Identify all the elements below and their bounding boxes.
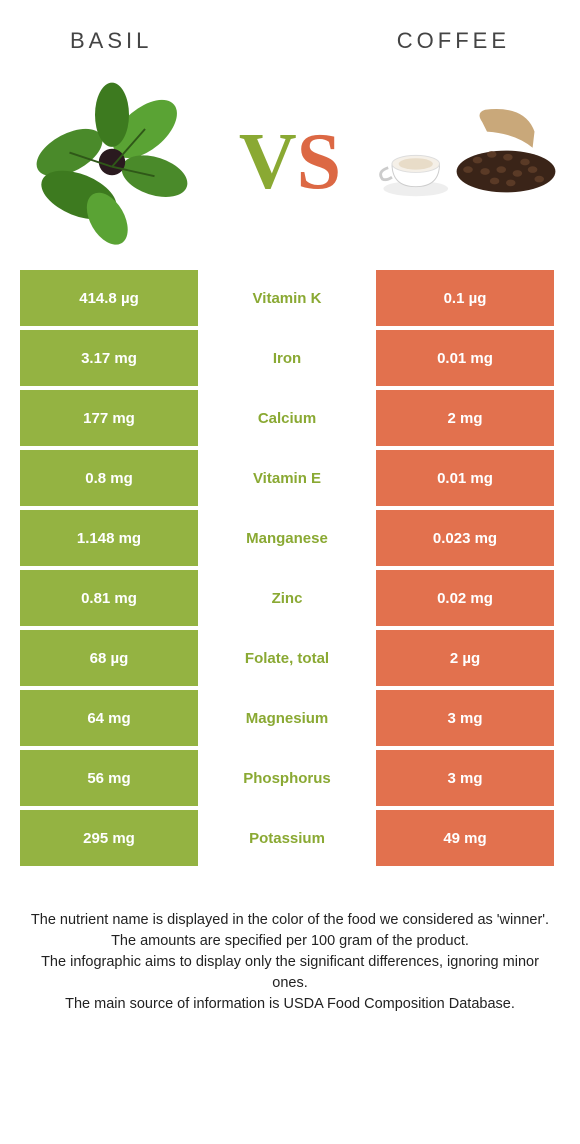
nutrient-name: Zinc <box>198 570 376 626</box>
header-right: Coffee <box>397 28 510 54</box>
nutrient-table: 414.8 µgVitamin K0.1 µg3.17 mgIron0.01 m… <box>20 270 560 866</box>
vs-s: S <box>297 118 342 206</box>
footer-line-2: The amounts are specified per 100 gram o… <box>24 931 556 952</box>
images-row: VS <box>0 70 580 270</box>
basil-value: 64 mg <box>20 690 198 746</box>
table-row: 3.17 mgIron0.01 mg <box>20 330 560 386</box>
nutrient-name: Vitamin K <box>198 270 376 326</box>
basil-value: 1.148 mg <box>20 510 198 566</box>
nutrient-name: Folate, total <box>198 630 376 686</box>
header: Basil Coffee <box>0 0 580 70</box>
nutrient-name: Phosphorus <box>198 750 376 806</box>
coffee-value: 2 mg <box>376 390 554 446</box>
nutrient-name: Magnesium <box>198 690 376 746</box>
vs-v: V <box>239 118 297 206</box>
basil-value: 177 mg <box>20 390 198 446</box>
coffee-value: 0.1 µg <box>376 270 554 326</box>
footer-line-4: The main source of information is USDA F… <box>24 994 556 1015</box>
table-row: 68 µgFolate, total2 µg <box>20 630 560 686</box>
header-left: Basil <box>70 28 152 54</box>
coffee-value: 2 µg <box>376 630 554 686</box>
table-row: 414.8 µgVitamin K0.1 µg <box>20 270 560 326</box>
basil-value: 56 mg <box>20 750 198 806</box>
basil-image <box>12 82 212 242</box>
table-row: 64 mgMagnesium3 mg <box>20 690 560 746</box>
table-row: 56 mgPhosphorus3 mg <box>20 750 560 806</box>
basil-value: 68 µg <box>20 630 198 686</box>
footer: The nutrient name is displayed in the co… <box>0 870 580 1015</box>
table-row: 177 mgCalcium2 mg <box>20 390 560 446</box>
basil-value: 3.17 mg <box>20 330 198 386</box>
nutrient-name: Manganese <box>198 510 376 566</box>
basil-value: 414.8 µg <box>20 270 198 326</box>
basil-value: 295 mg <box>20 810 198 866</box>
coffee-value: 49 mg <box>376 810 554 866</box>
coffee-value: 0.01 mg <box>376 330 554 386</box>
nutrient-name: Iron <box>198 330 376 386</box>
table-row: 1.148 mgManganese0.023 mg <box>20 510 560 566</box>
coffee-value: 3 mg <box>376 750 554 806</box>
coffee-value: 0.023 mg <box>376 510 554 566</box>
footer-line-3: The infographic aims to display only the… <box>24 952 556 994</box>
coffee-image <box>368 82 568 242</box>
basil-value: 0.81 mg <box>20 570 198 626</box>
basil-value: 0.8 mg <box>20 450 198 506</box>
nutrient-name: Vitamin E <box>198 450 376 506</box>
table-row: 295 mgPotassium49 mg <box>20 810 560 866</box>
nutrient-name: Potassium <box>198 810 376 866</box>
coffee-value: 0.02 mg <box>376 570 554 626</box>
footer-line-1: The nutrient name is displayed in the co… <box>24 910 556 931</box>
table-row: 0.8 mgVitamin E0.01 mg <box>20 450 560 506</box>
coffee-value: 3 mg <box>376 690 554 746</box>
nutrient-name: Calcium <box>198 390 376 446</box>
vs-label: VS <box>239 117 341 208</box>
table-row: 0.81 mgZinc0.02 mg <box>20 570 560 626</box>
coffee-value: 0.01 mg <box>376 450 554 506</box>
